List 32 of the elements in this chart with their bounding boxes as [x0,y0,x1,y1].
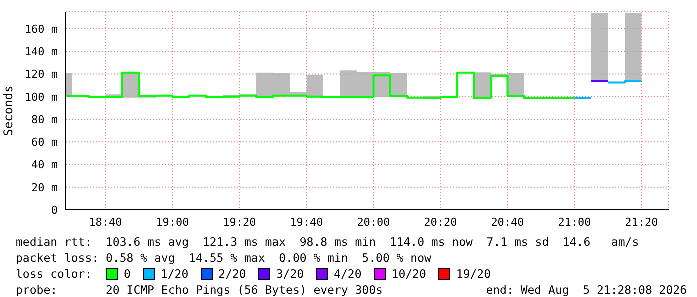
y-tick-label: 60 m [32,136,58,150]
y-tick-label: 0 [51,204,58,217]
x-tick-label: 19:40 [290,216,324,229]
x-tick-label: 21:00 [558,216,592,229]
legend-label: 3/20 [276,266,304,282]
x-tick-label: 19:20 [223,216,256,229]
legend-label: 2/20 [218,266,246,282]
x-tick-label: 21:20 [625,216,658,229]
legend-label: 19/20 [456,266,492,282]
legend-label: 4/20 [334,266,362,282]
x-tick-label: 20:40 [491,216,524,229]
y-tick-label: 80 m [32,113,58,126]
text: median rtt: 103.6 ms avg 121.3 ms max 98.8 ms min 114.0 ms now 7.1 ms sd 14.6 am/s [16,234,640,250]
legend-label: 0 [124,266,131,282]
y-tick-label: 120 m [24,68,58,82]
x-tick-label: 20:20 [424,216,458,229]
legend-label: 10/20 [392,266,426,282]
text: packet loss: 0.58 % avg 14.55 % max 0.00 % min 5.00 % now [16,250,432,266]
y-tick-label: 140 m [24,46,58,59]
text: probe: 20 ICMP Echo Pings (56 Bytes) every 300s [16,282,383,297]
y-tick-label: 20 m [32,181,58,194]
y-tick-label: 160 m [24,22,58,36]
legend-title: loss color: [16,266,94,282]
x-tick-label: 18:40 [89,216,122,229]
x-tick-label: 20:00 [357,216,390,229]
line-series [66,72,576,100]
y-tick-label: 40 m [32,158,58,172]
legend-label: 1/20 [160,266,189,282]
x-tick-label: 19:00 [156,216,190,229]
y-tick-label: 100 m [24,90,58,104]
y-axis-title: Seconds [1,86,16,136]
text: end: Wed Aug 5 21:28:08 2026 [486,282,687,297]
